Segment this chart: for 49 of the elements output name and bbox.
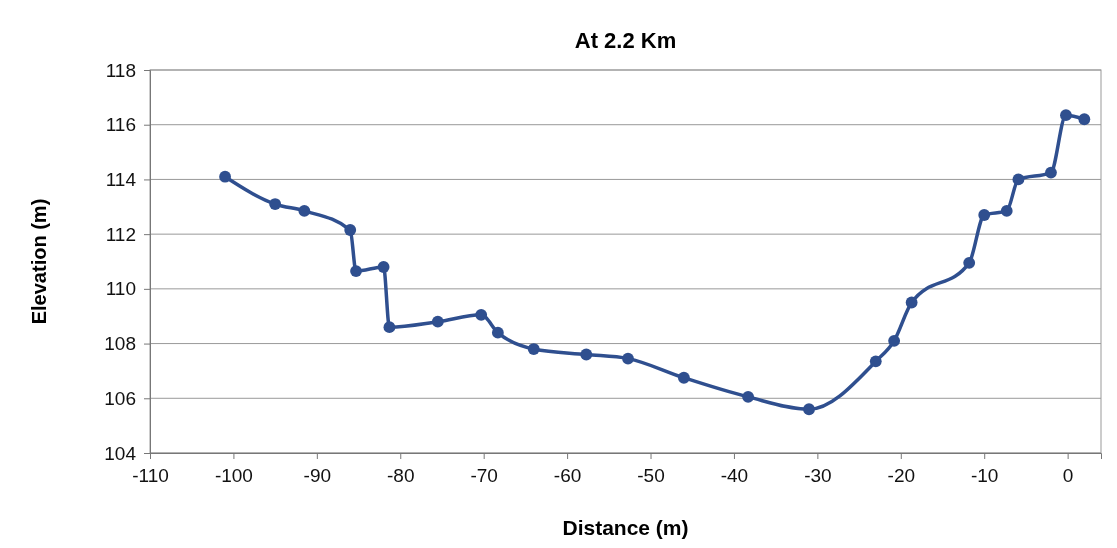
point xyxy=(677,371,690,384)
point xyxy=(344,224,357,236)
y-tick-label: 108 xyxy=(104,333,136,355)
x-tick-label: -10 xyxy=(970,465,999,487)
point xyxy=(1045,166,1057,179)
point xyxy=(269,198,282,210)
y-tick-label: 104 xyxy=(104,442,137,464)
point xyxy=(475,308,488,321)
x-tick-label: -100 xyxy=(214,465,253,487)
x-tick-label: 0 xyxy=(1062,465,1074,487)
point xyxy=(219,170,231,183)
point xyxy=(383,321,396,334)
x-tick-label: -80 xyxy=(387,465,415,487)
point xyxy=(869,355,882,368)
x-axis-title: Distance (m) xyxy=(562,516,689,539)
x-tick-label: -70 xyxy=(470,465,498,487)
point xyxy=(580,348,593,361)
x-tick-label: -60 xyxy=(553,465,582,487)
x-tick-label: -90 xyxy=(303,465,332,487)
chart-title: At 2.2 Km xyxy=(574,28,677,53)
point xyxy=(1060,109,1072,122)
point xyxy=(377,261,390,273)
x-tick-label: -40 xyxy=(720,465,749,487)
point xyxy=(1012,173,1025,186)
point xyxy=(1000,204,1013,217)
point xyxy=(963,256,976,269)
point xyxy=(888,334,901,347)
y-tick-label: 106 xyxy=(104,387,136,409)
x-tick-label: -30 xyxy=(804,465,832,487)
x-tick-label: -50 xyxy=(637,465,665,487)
point xyxy=(905,296,918,309)
point xyxy=(298,204,311,217)
point xyxy=(350,265,362,277)
point xyxy=(1078,113,1091,126)
point xyxy=(622,352,634,365)
x-tick-label: -110 xyxy=(132,465,169,487)
point xyxy=(803,403,815,416)
point xyxy=(527,343,540,355)
y-tick-label: 118 xyxy=(105,59,136,81)
y-tick-label: 114 xyxy=(105,169,137,191)
y-tick-label: 116 xyxy=(105,114,136,136)
x-tick-label: -20 xyxy=(887,465,916,487)
y-axis-title: Elevation (m) xyxy=(28,198,50,325)
y-tick-label: 110 xyxy=(105,278,136,300)
point xyxy=(431,315,444,328)
point xyxy=(491,326,504,339)
point xyxy=(742,391,755,403)
point xyxy=(978,209,991,221)
y-tick-label: 112 xyxy=(105,223,136,245)
